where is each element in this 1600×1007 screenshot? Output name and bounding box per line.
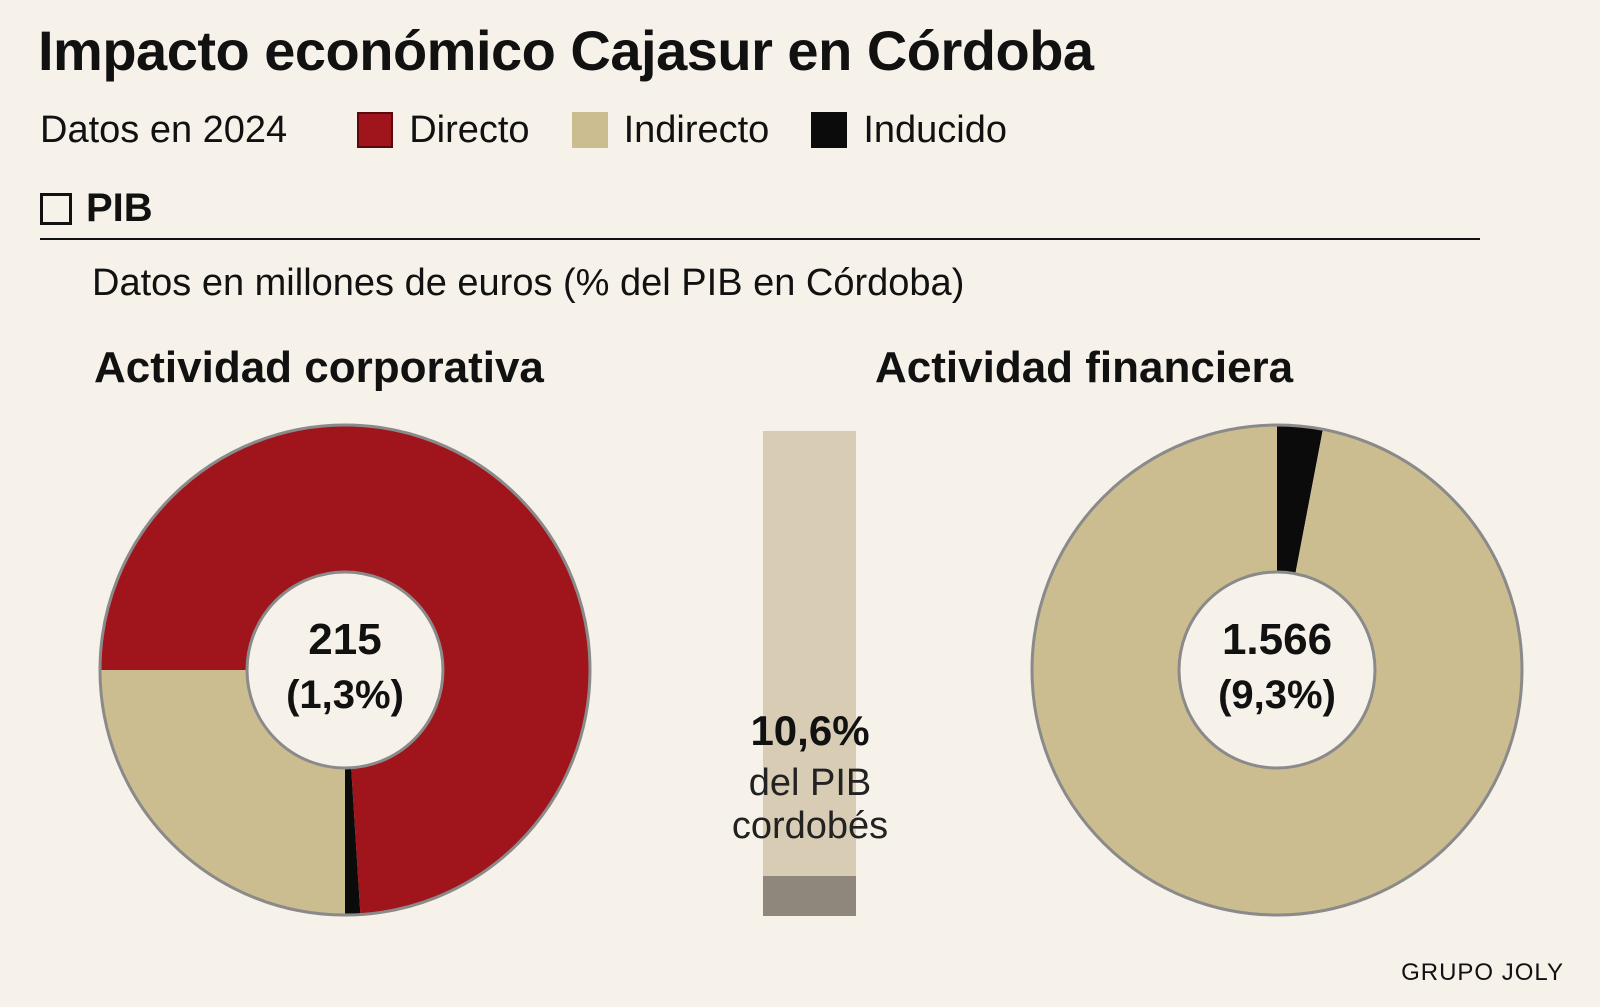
legend-swatch-directo (357, 112, 394, 148)
legend: Datos en 2024 Directo Indirecto Inducido (40, 106, 1049, 154)
legend-label-directo: Directo (409, 108, 530, 151)
ring-outer-financiera (1030, 423, 1524, 917)
legend-swatch-indirecto (571, 112, 608, 148)
section-header: PIB (40, 186, 153, 231)
ring-inner-corporativa (245, 570, 445, 770)
square-icon (40, 192, 72, 225)
ring-inner-financiera (1177, 570, 1377, 770)
bar-total (763, 431, 856, 916)
slice-corporativa-indirecto (100, 670, 345, 915)
slice-financiera-inducido (1277, 425, 1323, 574)
chart-title: Impacto económico Cajasur en Córdoba (38, 19, 1094, 82)
subtitle: Datos en 2024 (40, 108, 288, 151)
bar-caption-line1: del PIB (749, 762, 872, 804)
legend-item-inducido: Inducido (811, 109, 1007, 152)
divider (40, 238, 1480, 240)
legend-item-directo: Directo (357, 108, 530, 152)
center-pct-financiera: (9,3%) (1218, 673, 1336, 717)
slice-corporativa-inducido (345, 767, 361, 915)
legend-label-inducido: Inducido (863, 108, 1007, 151)
legend-label-indirecto: Indirecto (623, 108, 770, 151)
center-value-financiera: 1.566 (1222, 615, 1332, 664)
credit: GRUPO JOLY (1401, 959, 1564, 986)
slice-corporativa-directo (100, 424, 590, 915)
bar-fill (763, 876, 856, 916)
legend-swatch-inducido (811, 112, 848, 148)
legend-item-indirecto: Indirecto (571, 108, 770, 152)
ring-outer-corporativa (98, 423, 592, 917)
center-pct-corporativa: (1,3%) (286, 673, 404, 717)
section-label: PIB (86, 186, 153, 230)
center-value-corporativa: 215 (308, 615, 381, 664)
bar-caption-line2: cordobés (732, 805, 888, 847)
slice-financiera-indirecto (1032, 425, 1522, 915)
bar-value-label: 10,6% (750, 707, 869, 754)
donut-title-financiera: Actividad financiera (875, 343, 1294, 392)
units-note: Datos en millones de euros (% del PIB en… (92, 262, 965, 304)
donut-title-corporativa: Actividad corporativa (94, 343, 544, 392)
